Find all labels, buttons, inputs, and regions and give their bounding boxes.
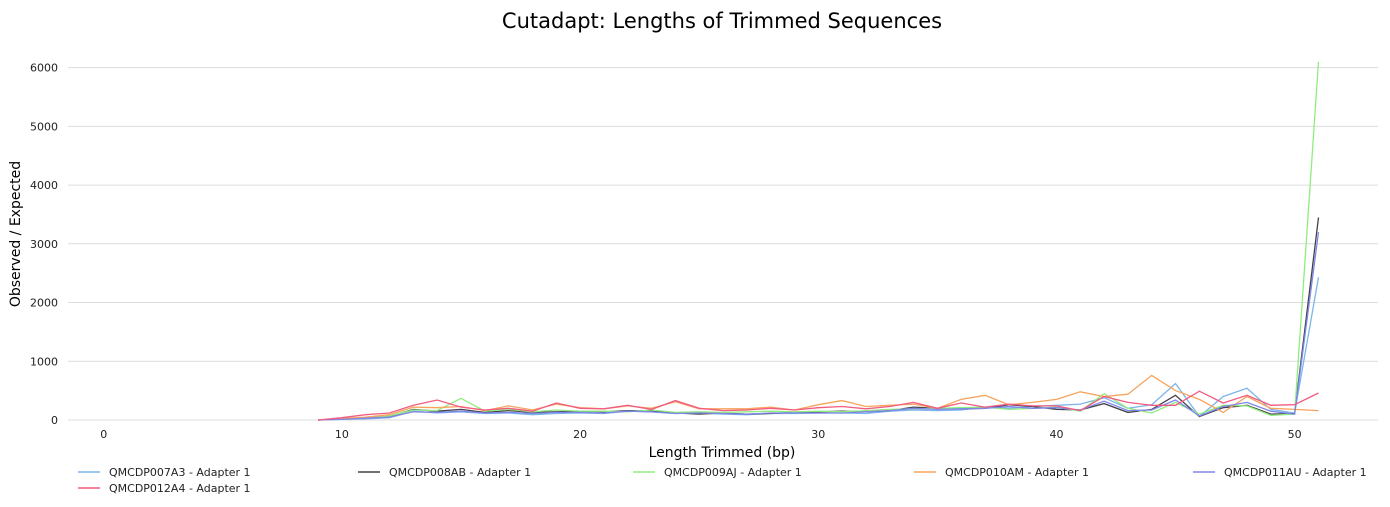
x-tick-label: 30 <box>811 428 825 441</box>
legend-item-label[interactable]: QMCDP012A4 - Adapter 1 <box>109 482 251 495</box>
chart-title: Cutadapt: Lengths of Trimmed Sequences <box>502 9 942 33</box>
x-axis-ticks: 0 10 20 30 40 50 <box>100 428 1301 441</box>
y-tick-label: 0 <box>51 414 58 427</box>
legend-item-label[interactable]: QMCDP007A3 - Adapter 1 <box>109 466 251 479</box>
y-tick-label: 4000 <box>30 179 58 192</box>
legend-item-label[interactable]: QMCDP009AJ - Adapter 1 <box>664 466 802 479</box>
y-axis-label: Observed / Expected <box>8 161 24 307</box>
x-axis-label: Length Trimmed (bp) <box>649 445 796 461</box>
x-tick-label: 0 <box>100 428 107 441</box>
legend-item-label[interactable]: QMCDP008AB - Adapter 1 <box>389 466 531 479</box>
x-tick-label: 10 <box>335 428 349 441</box>
series-line <box>318 232 1320 421</box>
x-tick-label: 20 <box>573 428 587 441</box>
y-tick-label: 5000 <box>30 120 58 133</box>
series-line <box>318 277 1320 421</box>
x-tick-label: 50 <box>1288 428 1302 441</box>
legend: QMCDP007A3 - Adapter 1 QMCDP008AB - Adapt… <box>78 466 1367 495</box>
y-axis-ticks: 0 1000 2000 3000 4000 5000 6000 <box>30 62 58 427</box>
series-line <box>318 61 1320 421</box>
series-lines <box>318 61 1320 421</box>
legend-item-label[interactable]: QMCDP011AU - Adapter 1 <box>1224 466 1367 479</box>
x-tick-label: 40 <box>1049 428 1063 441</box>
legend-item-label[interactable]: QMCDP010AM - Adapter 1 <box>945 466 1089 479</box>
y-tick-label: 1000 <box>30 355 58 368</box>
y-tick-label: 3000 <box>30 238 58 251</box>
y-tick-label: 6000 <box>30 62 58 75</box>
y-tick-label: 2000 <box>30 297 58 310</box>
grid <box>68 67 1378 421</box>
series-line <box>318 390 1319 421</box>
